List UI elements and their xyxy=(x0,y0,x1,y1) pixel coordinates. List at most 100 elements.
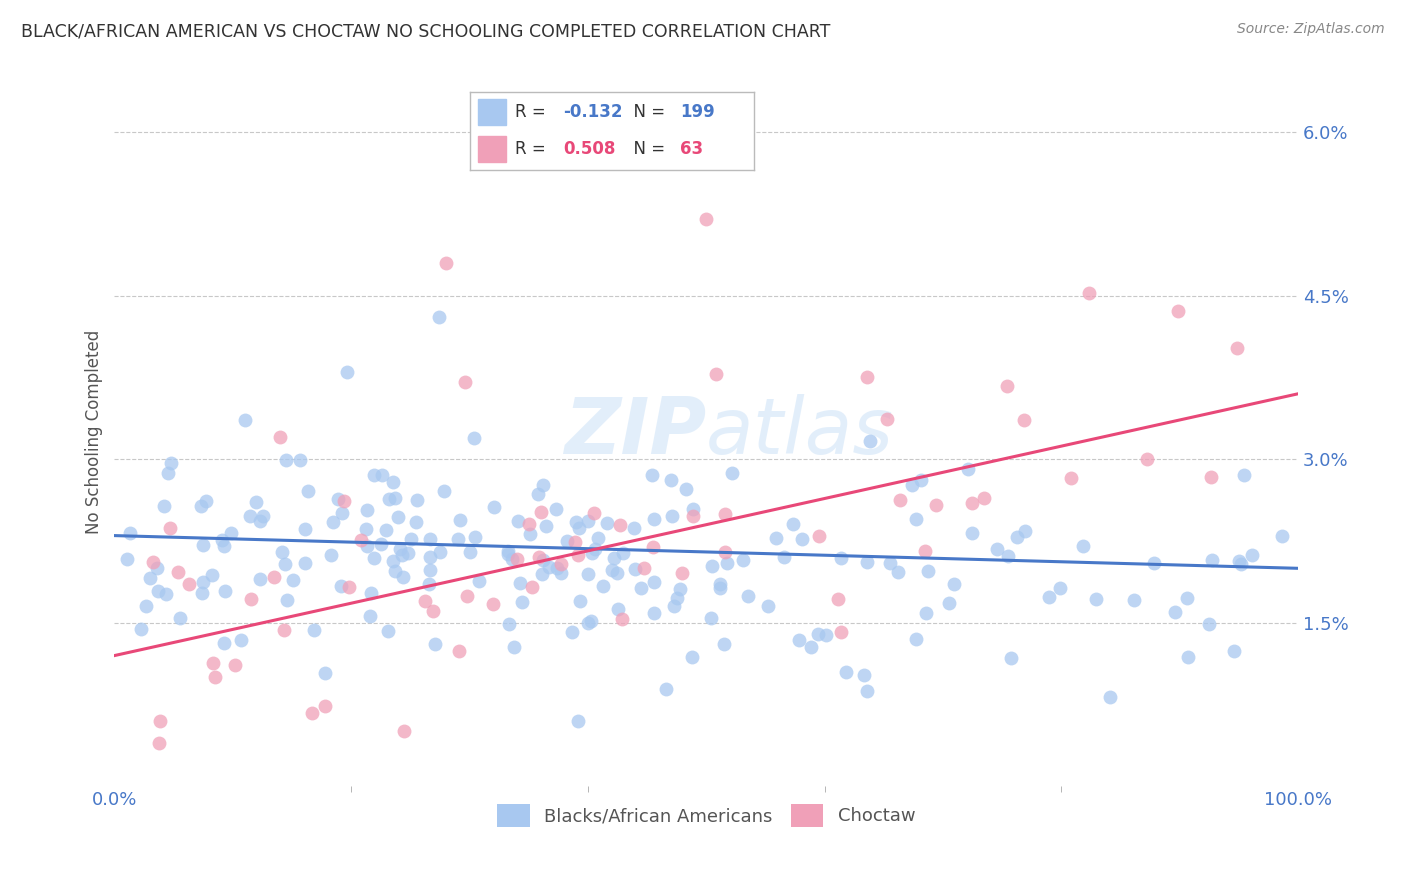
Point xyxy=(938,596,960,610)
Point xyxy=(1014,524,1036,538)
Point xyxy=(120,525,142,540)
Point xyxy=(596,516,619,530)
Point xyxy=(1005,530,1028,544)
Point xyxy=(194,493,217,508)
Point xyxy=(1060,471,1083,485)
Point xyxy=(330,506,353,520)
Point xyxy=(1199,470,1222,484)
Point xyxy=(669,582,692,596)
Point xyxy=(315,665,337,680)
Point xyxy=(1122,593,1144,607)
Point xyxy=(193,574,215,589)
Point xyxy=(159,521,181,535)
Point xyxy=(655,682,678,697)
Point xyxy=(449,513,471,527)
Point xyxy=(576,514,599,528)
Point xyxy=(641,540,664,554)
Point xyxy=(612,546,634,560)
Point xyxy=(332,494,354,508)
Text: BLACK/AFRICAN AMERICAN VS CHOCTAW NO SCHOOLING COMPLETED CORRELATION CHART: BLACK/AFRICAN AMERICAN VS CHOCTAW NO SCH… xyxy=(21,22,831,40)
Point xyxy=(1071,539,1094,553)
Point xyxy=(482,597,505,611)
Point xyxy=(454,375,477,389)
Point xyxy=(704,367,727,381)
Point xyxy=(1049,581,1071,595)
Point xyxy=(623,521,645,535)
Point xyxy=(294,522,316,536)
Point xyxy=(612,612,634,626)
Legend: Blacks/African Americans, Choctaw: Blacks/African Americans, Choctaw xyxy=(491,797,922,834)
Point xyxy=(381,554,404,568)
Point xyxy=(169,611,191,625)
Point xyxy=(830,625,852,640)
Point xyxy=(537,560,560,574)
Point xyxy=(391,548,413,562)
Point xyxy=(337,580,360,594)
Point xyxy=(378,492,401,507)
Point xyxy=(271,545,294,559)
Text: ZIP: ZIP xyxy=(564,394,706,470)
Point xyxy=(214,539,236,553)
Point xyxy=(363,467,385,482)
Point xyxy=(427,310,450,325)
Point xyxy=(1175,591,1198,606)
Point xyxy=(666,591,689,606)
Point xyxy=(359,608,381,623)
Point xyxy=(149,714,172,729)
Point xyxy=(852,668,875,682)
Point xyxy=(956,462,979,476)
Point xyxy=(190,499,212,513)
Point xyxy=(600,562,623,576)
Point xyxy=(153,499,176,513)
Point xyxy=(304,623,326,637)
Point xyxy=(1177,649,1199,664)
Point xyxy=(889,493,911,508)
Point xyxy=(1201,553,1223,567)
Point xyxy=(1233,468,1256,483)
Point xyxy=(1271,529,1294,543)
Point xyxy=(405,515,427,529)
Point xyxy=(269,430,291,444)
Point xyxy=(322,516,344,530)
Point xyxy=(191,586,214,600)
Point xyxy=(371,468,394,483)
Point xyxy=(633,561,655,575)
Point xyxy=(659,473,682,487)
Point xyxy=(148,736,170,750)
Point xyxy=(394,723,416,738)
Point xyxy=(914,606,936,620)
Point xyxy=(1164,606,1187,620)
Point xyxy=(239,591,262,606)
Point xyxy=(328,491,350,506)
Point xyxy=(1167,304,1189,318)
Point xyxy=(276,592,298,607)
Point xyxy=(447,532,470,546)
Point xyxy=(557,533,579,548)
Point xyxy=(294,556,316,570)
Point xyxy=(434,256,457,270)
Point xyxy=(422,605,444,619)
Point xyxy=(671,566,693,581)
Point xyxy=(115,552,138,566)
Point xyxy=(274,557,297,571)
Point xyxy=(856,370,879,384)
Point xyxy=(986,542,1008,557)
Point xyxy=(675,483,697,497)
Point xyxy=(520,580,543,594)
Point xyxy=(498,616,520,631)
Point xyxy=(425,637,447,651)
Point xyxy=(433,484,456,499)
Point xyxy=(1078,285,1101,300)
Point xyxy=(146,561,169,575)
Point xyxy=(191,538,214,552)
Point xyxy=(354,523,377,537)
Point xyxy=(960,526,983,541)
Point xyxy=(377,624,399,638)
Point xyxy=(212,636,235,650)
Point xyxy=(807,626,830,640)
Point xyxy=(765,531,787,545)
Point xyxy=(148,583,170,598)
Point xyxy=(276,452,298,467)
Point xyxy=(531,567,554,582)
Point xyxy=(550,557,572,571)
